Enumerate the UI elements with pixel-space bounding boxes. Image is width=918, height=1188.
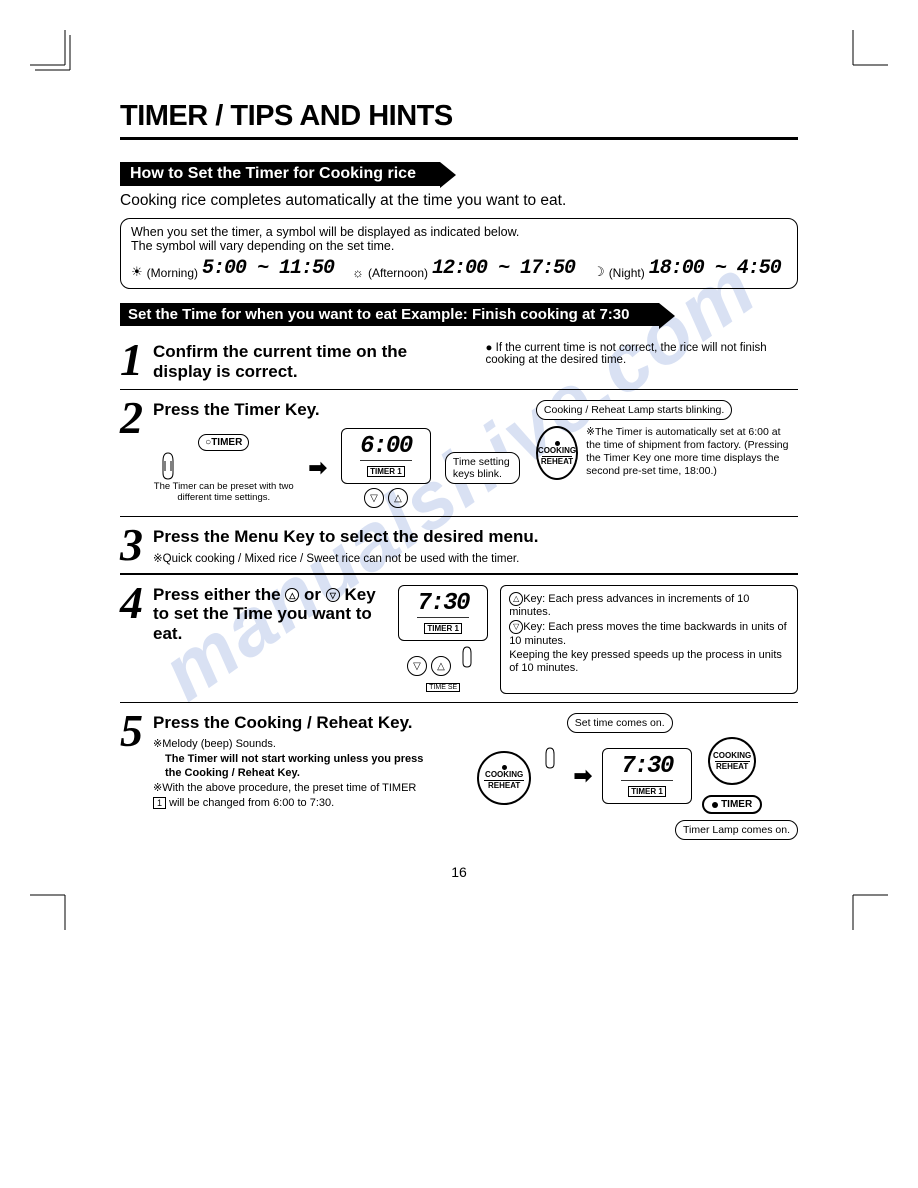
- bullet-icon: ●: [486, 342, 493, 354]
- step-number: 1: [120, 342, 143, 381]
- page-title: TIMER / TIPS AND HINTS: [120, 100, 798, 133]
- step-title: Press either the △ or ▽ Key to set the T…: [153, 585, 386, 644]
- page-number: 16: [120, 864, 798, 880]
- step-title: Confirm the current time on the display …: [153, 342, 466, 381]
- step-title: Press the Cooking / Reheat Key.: [153, 713, 427, 733]
- callout: Timer Lamp comes on.: [675, 820, 798, 840]
- section-banner: How to Set the Timer for Cooking rice: [120, 162, 440, 186]
- cooking-reheat-button: COOKING REHEAT: [536, 426, 578, 480]
- arrow-icon: ➡: [308, 455, 326, 481]
- info-text: When you set the timer, a symbol will be…: [131, 225, 787, 239]
- timer-lamp: TIMER: [702, 795, 762, 814]
- callout: Cooking / Reheat Lamp starts blinking.: [536, 400, 732, 420]
- preset-note: The Timer can be preset with two differe…: [153, 481, 294, 504]
- step-note: ※Quick cooking / Mixed rice / Sweet rice…: [153, 551, 798, 565]
- down-icon: ▽: [326, 588, 340, 602]
- morning-icon: ☀: [131, 264, 143, 280]
- step-title: Press the Menu Key to select the desired…: [153, 527, 798, 547]
- night-range: 18:00 ~ 4:50: [649, 257, 781, 280]
- up-icon: △: [285, 588, 299, 602]
- morning-label: (Morning): [147, 266, 198, 280]
- cooking-reheat-lamp: COOKING REHEAT: [708, 737, 756, 785]
- up-down-keys: ▽△: [407, 656, 451, 676]
- up-down-keys: ▽△: [364, 488, 408, 508]
- step-title: Press the Timer Key.: [153, 400, 520, 420]
- arrow-icon: ➡: [574, 763, 592, 789]
- display-tag: TIMER 1: [628, 786, 666, 797]
- section-banner: Set the Time for when you want to eat Ex…: [120, 303, 659, 326]
- step-number: 4: [120, 585, 143, 695]
- display-tag: TIMER 1: [424, 623, 462, 634]
- timeset-label: TIME SE: [426, 683, 460, 692]
- cooking-reheat-button: COOKING REHEAT: [477, 751, 531, 805]
- step-number: 3: [120, 527, 143, 565]
- step-number: 5: [120, 713, 143, 840]
- display-tag: TIMER 1: [367, 466, 405, 477]
- side-note: ※The Timer is automatically set at 6:00 …: [586, 426, 798, 479]
- night-icon: ☽: [593, 264, 605, 280]
- lcd-display: 7:30 TIMER 1: [602, 748, 692, 804]
- display-time: 7:30: [621, 753, 673, 781]
- afternoon-range: 12:00 ~ 17:50: [432, 257, 575, 280]
- lcd-display: 6:00 TIMER 1: [341, 428, 431, 484]
- divider: [120, 516, 798, 517]
- afternoon-label: (Afternoon): [368, 266, 428, 280]
- step-number: 2: [120, 400, 143, 508]
- section-subtitle: Cooking rice completes automatically at …: [120, 192, 798, 210]
- divider: [120, 137, 798, 140]
- finger-icon: [536, 746, 564, 770]
- morning-range: 5:00 ~ 11:50: [202, 257, 334, 280]
- divider: [120, 573, 798, 575]
- timer-key-press: ○TIMER The Timer can be preset with two …: [153, 432, 294, 504]
- night-label: (Night): [609, 266, 645, 280]
- step-notes: ※Melody (beep) Sounds. The Timer will no…: [153, 737, 427, 811]
- callout: Time setting keys blink.: [445, 452, 520, 484]
- info-text: The symbol will vary depending on the se…: [131, 239, 787, 253]
- lcd-display: 7:30 TIMER 1: [398, 585, 488, 641]
- key-info-box: △Key: Each press advances in increments …: [500, 585, 798, 695]
- divider: [120, 389, 798, 390]
- display-time: 7:30: [417, 590, 469, 618]
- callout: Set time comes on.: [567, 713, 673, 733]
- timer-symbol-info: When you set the timer, a symbol will be…: [120, 218, 798, 289]
- afternoon-icon: ☼: [352, 265, 364, 280]
- finger-icon: [455, 645, 479, 669]
- display-time: 6:00: [360, 433, 412, 461]
- step-note: If the current time is not correct, the …: [486, 342, 767, 366]
- divider: [120, 702, 798, 703]
